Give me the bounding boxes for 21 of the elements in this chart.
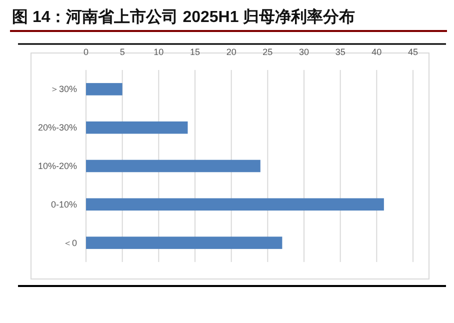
x-tick-label: 45 bbox=[408, 47, 418, 57]
bar bbox=[86, 198, 384, 211]
x-tick-label: 30 bbox=[298, 47, 310, 57]
x-tick-label: 15 bbox=[190, 47, 200, 57]
chart-title: 图 14：河南省上市公司 2025H1 归母净利率分布 bbox=[12, 7, 356, 26]
y-tick-label: ＜0 bbox=[62, 238, 77, 248]
bar bbox=[86, 121, 188, 134]
x-tick-label: 35 bbox=[335, 47, 346, 57]
x-tick-label: 0 bbox=[83, 47, 89, 57]
y-tick-label: 10%-20% bbox=[38, 161, 77, 171]
y-tick-label: ＞30% bbox=[50, 84, 77, 94]
y-tick-label: 20%-30% bbox=[38, 122, 77, 133]
x-tick-label: 25 bbox=[262, 47, 273, 57]
x-tick-label: 20 bbox=[226, 47, 236, 57]
y-tick-label: 0-10% bbox=[50, 199, 77, 210]
x-tick-label: 5 bbox=[120, 47, 125, 57]
x-tick-label: 40 bbox=[372, 47, 382, 57]
bar bbox=[86, 83, 122, 96]
bar bbox=[86, 160, 260, 172]
bar bbox=[86, 236, 282, 249]
x-tick-label: 10 bbox=[154, 47, 164, 57]
